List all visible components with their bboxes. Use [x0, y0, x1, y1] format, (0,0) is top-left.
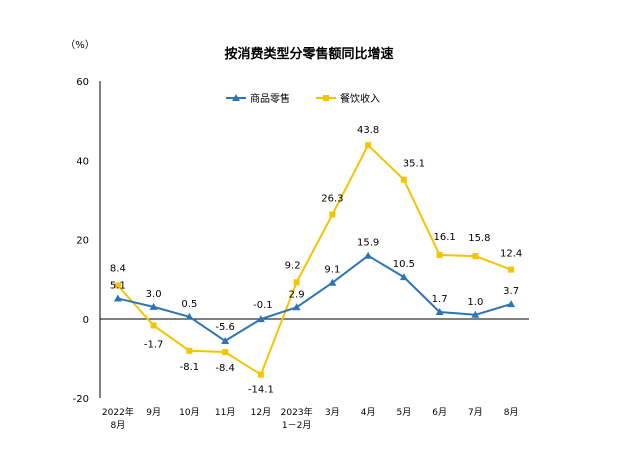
retail-point — [399, 273, 408, 281]
catering-data-label: 43.8 — [357, 125, 379, 136]
catering-data-label: -14.1 — [248, 385, 274, 396]
x-tick-label: 2022年 — [102, 406, 134, 418]
catering-point — [293, 279, 300, 286]
retail-data-label: 10.5 — [393, 259, 415, 270]
catering-data-label: -1.7 — [144, 339, 164, 350]
retail-point — [292, 303, 301, 311]
catering-point — [508, 266, 515, 273]
retail-point — [256, 315, 265, 323]
y-tick-label: 0 — [83, 315, 89, 326]
catering-point — [186, 347, 193, 354]
catering-data-label: 12.4 — [500, 249, 522, 260]
y-tick-label: -20 — [73, 394, 89, 405]
retail-point — [328, 278, 337, 286]
legend-marker-catering — [323, 95, 329, 101]
catering-data-label: 35.1 — [403, 159, 425, 170]
y-tick-label: 20 — [76, 236, 89, 247]
catering-point — [114, 282, 121, 289]
catering-point — [222, 349, 229, 356]
retail-data-label: 9.1 — [324, 265, 340, 276]
x-tick-label: 8月 — [504, 407, 519, 418]
legend: 商品零售 餐饮收入 — [226, 92, 380, 105]
retail-data-label: 3.7 — [503, 286, 519, 297]
catering-data-label: 16.1 — [433, 232, 455, 243]
retail-data-label: 5.1 — [110, 281, 126, 292]
retail-point — [221, 336, 230, 344]
retail-point — [364, 251, 373, 259]
catering-point — [365, 142, 372, 149]
x-tick-label: 4月 — [361, 407, 376, 418]
x-tick-label: 7月 — [468, 407, 483, 418]
chart-title: 按消费类型分零售额同比增速 — [224, 46, 393, 62]
retail-point — [185, 312, 194, 320]
retail-point — [435, 308, 444, 316]
catering-data-label: 9.2 — [285, 260, 301, 271]
retail-data-label: -5.6 — [215, 322, 235, 333]
retail-data-label: 3.0 — [146, 289, 162, 300]
x-tick-label: 9月 — [146, 407, 161, 418]
legend-label-catering: 餐饮收入 — [340, 92, 380, 105]
catering-data-label: 15.8 — [468, 233, 490, 244]
retail-point — [149, 302, 158, 310]
x-tick-label: 2023年 — [281, 406, 313, 418]
y-tick-label: 60 — [76, 77, 89, 88]
catering-data-label: 26.3 — [321, 194, 343, 205]
y-tick-label: 40 — [76, 156, 89, 167]
catering-point — [150, 322, 157, 329]
retail-data-label: 2.9 — [289, 289, 305, 300]
catering-data-label: -8.1 — [180, 362, 200, 373]
catering-point — [436, 251, 443, 258]
retail-data-label: -0.1 — [253, 300, 273, 311]
x-tick-label-line2: 1－2月 — [282, 420, 311, 431]
catering-point — [329, 211, 336, 218]
legend-marker-retail — [232, 94, 240, 101]
catering-point — [400, 176, 407, 183]
x-tick-label: 10月 — [179, 407, 199, 418]
retail-point — [507, 300, 516, 308]
catering-data-label: 8.4 — [110, 263, 126, 274]
retail-point — [471, 310, 480, 318]
catering-data-label: -8.4 — [215, 363, 235, 374]
retail-data-label: 1.7 — [432, 294, 448, 305]
y-axis-unit: （%） — [65, 39, 95, 51]
x-tick-label-line2: 8月 — [111, 420, 126, 431]
retail-data-label: 0.5 — [181, 299, 197, 310]
x-tick-label: 6月 — [432, 407, 447, 418]
retail-data-label: 15.9 — [357, 238, 379, 249]
x-tick-label: 11月 — [215, 407, 235, 418]
catering-point — [257, 371, 264, 378]
x-tick-label: 3月 — [325, 407, 340, 418]
catering-point — [472, 253, 479, 260]
x-tick-label: 5月 — [397, 407, 412, 418]
catering-series-line — [117, 144, 512, 376]
retail-data-label: 1.0 — [467, 297, 483, 308]
legend-label-retail: 商品零售 — [250, 92, 290, 105]
x-tick-label: 12月 — [251, 407, 271, 418]
retail-series-line — [117, 254, 512, 342]
retail-point — [113, 294, 122, 302]
